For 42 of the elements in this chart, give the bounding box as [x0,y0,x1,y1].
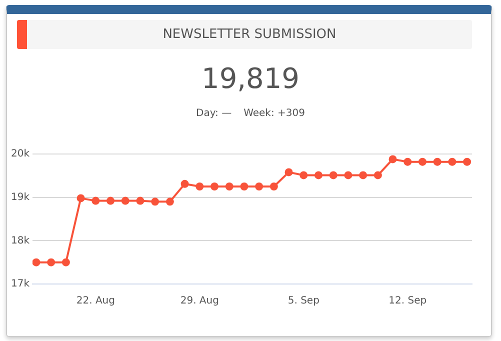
y-tick-label: 20k [11,148,30,160]
point [374,171,382,180]
point [166,198,174,206]
y-tick-label: 17k [11,278,30,290]
x-tick-label: 5. Sep [288,296,320,307]
point [225,182,234,190]
point [240,182,248,190]
point [180,180,189,188]
point [404,158,412,166]
chart-title: NEWSLETTER SUBMISSION [162,26,338,44]
point [106,196,115,205]
point [300,171,308,180]
x-tick-label: 22. Aug [76,296,115,307]
x-tick-label: 12. Sep [388,296,427,307]
point [329,171,338,180]
x-tick-label: 29. Aug [180,296,219,307]
point [47,258,56,266]
point [388,155,397,164]
point [418,158,426,166]
point [210,182,218,190]
text: Day: — [196,108,232,119]
point [448,158,456,166]
point [433,158,442,166]
text: Week: +309 [244,108,305,119]
y-tick-label: 18k [11,235,30,246]
text: 19,819 [200,62,300,95]
point [255,182,264,190]
point [270,182,278,190]
point [62,258,70,266]
point [284,168,293,176]
point [463,158,472,166]
y-tick-label: 19k [11,192,30,203]
point [76,194,85,202]
point [196,182,204,190]
point [136,196,144,205]
point [151,198,160,206]
point [344,171,352,180]
point [121,196,130,205]
point [32,258,40,266]
point [314,171,322,180]
point [92,196,100,205]
point [359,171,368,180]
